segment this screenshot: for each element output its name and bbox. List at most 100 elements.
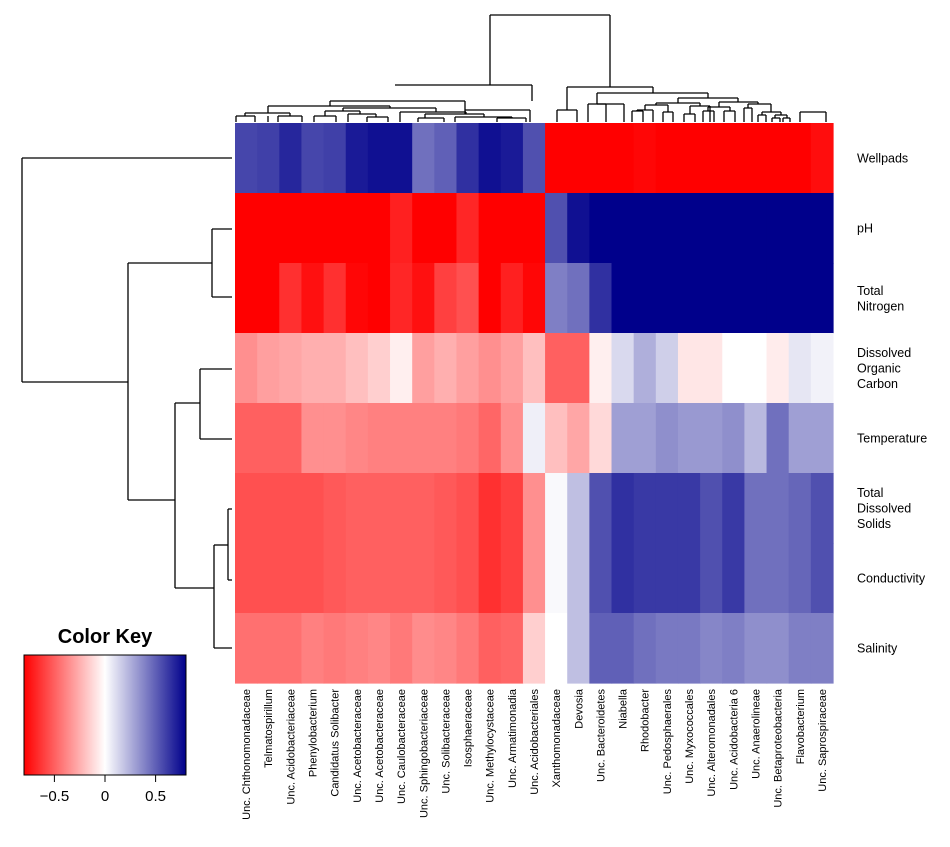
row-label: Solids bbox=[857, 517, 891, 531]
heatmap-cell bbox=[700, 473, 723, 544]
heatmap-cell bbox=[323, 193, 347, 264]
heatmap-cell bbox=[257, 193, 280, 264]
heatmap-cell bbox=[279, 403, 303, 474]
heatmap-cell bbox=[633, 123, 657, 194]
heatmap-cell bbox=[677, 333, 701, 404]
heatmap-cell bbox=[257, 333, 280, 404]
heatmap-cell bbox=[390, 123, 413, 194]
heatmap-cell bbox=[235, 263, 258, 334]
heatmap-cell bbox=[257, 613, 280, 684]
column-label: Flavobacterium bbox=[795, 689, 807, 764]
heatmap-cell bbox=[500, 473, 524, 544]
column-label: Niabella bbox=[618, 688, 630, 729]
column-label: Unc. Acetobacteraceae bbox=[374, 689, 386, 803]
heatmap-cell bbox=[323, 613, 347, 684]
heatmap-cell bbox=[235, 543, 258, 614]
heatmap-cell bbox=[478, 473, 502, 544]
heatmap-cell bbox=[279, 613, 303, 684]
heatmap-cell bbox=[390, 613, 413, 684]
heatmap-cell bbox=[500, 613, 524, 684]
heatmap-cell bbox=[522, 123, 546, 194]
column-label: Unc. Anaerolineae bbox=[751, 689, 763, 779]
column-label: Unc. Pedosphaerales bbox=[662, 689, 674, 795]
heatmap-cell bbox=[456, 263, 480, 334]
heatmap-cell bbox=[456, 403, 480, 474]
heatmap-cell bbox=[589, 613, 613, 684]
heatmap-cell bbox=[567, 263, 590, 334]
heatmap-cell bbox=[567, 193, 590, 264]
heatmap-cell bbox=[633, 403, 657, 474]
heatmap-cell bbox=[235, 613, 258, 684]
heatmap-cell bbox=[412, 543, 435, 614]
heatmap-cell bbox=[567, 613, 590, 684]
heatmap-cell bbox=[456, 473, 480, 544]
column-label: Rhodobacter bbox=[640, 689, 652, 752]
heatmap-cell bbox=[345, 193, 369, 264]
heatmap-cell bbox=[722, 543, 746, 614]
row-label: Organic bbox=[857, 362, 901, 376]
heatmap-cell bbox=[788, 263, 812, 334]
heatmap-cell bbox=[744, 473, 768, 544]
heatmap-cell bbox=[500, 333, 524, 404]
row-label: Wellpads bbox=[857, 152, 908, 166]
column-label: Unc. Bacteroidetes bbox=[595, 689, 607, 782]
heatmap-cell bbox=[545, 193, 568, 264]
heatmap-cell bbox=[766, 263, 790, 334]
heatmap-cell bbox=[478, 123, 502, 194]
heatmap-cell bbox=[257, 543, 280, 614]
heatmap-cell bbox=[700, 123, 723, 194]
heatmap-cell bbox=[434, 193, 458, 264]
heatmap-cell bbox=[655, 263, 679, 334]
heatmap-cell bbox=[412, 473, 435, 544]
heatmap-cell bbox=[744, 403, 768, 474]
heatmap-cell bbox=[301, 123, 325, 194]
heatmap-cell bbox=[478, 543, 502, 614]
heatmap-cell bbox=[589, 403, 613, 474]
column-label: Candidatus Solibacter bbox=[330, 689, 342, 797]
heatmap-cell bbox=[633, 543, 657, 614]
heatmap-cell bbox=[478, 403, 502, 474]
heatmap-cell bbox=[478, 193, 502, 264]
column-label: Unc. Acidobacteriales bbox=[529, 689, 541, 795]
heatmap-cell bbox=[766, 333, 790, 404]
heatmap-cell bbox=[611, 403, 635, 474]
heatmap-cell bbox=[655, 193, 679, 264]
color-key-legend: Color Key −0.5 0 0.5 bbox=[23, 626, 187, 805]
heatmap-cell bbox=[412, 403, 435, 474]
heatmap-cell bbox=[235, 193, 258, 264]
heatmap-cell bbox=[700, 193, 723, 264]
heatmap-cell bbox=[522, 543, 546, 614]
heatmap-cell bbox=[810, 543, 834, 614]
heatmap-cell bbox=[390, 263, 413, 334]
heatmap-cell bbox=[390, 473, 413, 544]
heatmap-cell bbox=[589, 543, 613, 614]
heatmap-cell bbox=[522, 263, 546, 334]
heatmap-cell bbox=[522, 333, 546, 404]
heatmap-cell bbox=[500, 123, 524, 194]
heatmap-cell bbox=[655, 473, 679, 544]
heatmap-cell bbox=[522, 613, 546, 684]
heatmap-cell bbox=[323, 123, 347, 194]
heatmap-cell bbox=[677, 473, 701, 544]
heatmap-cell bbox=[301, 403, 325, 474]
heatmap-cell bbox=[633, 473, 657, 544]
heatmap-cell bbox=[279, 543, 303, 614]
heatmap-cell bbox=[345, 613, 369, 684]
heatmap-cell bbox=[611, 543, 635, 614]
heatmap-cell bbox=[677, 263, 701, 334]
row-label: Temperature bbox=[857, 432, 927, 446]
row-label: Dissolved bbox=[857, 346, 911, 360]
heatmap-cell bbox=[235, 473, 258, 544]
heatmap-cell bbox=[434, 473, 458, 544]
heatmap-cell bbox=[700, 613, 723, 684]
heatmap-cell bbox=[257, 473, 280, 544]
heatmap-cell bbox=[766, 403, 790, 474]
heatmap-cell bbox=[522, 193, 546, 264]
heatmap-cell bbox=[390, 543, 413, 614]
heatmap-cell bbox=[766, 473, 790, 544]
heatmap-cell bbox=[766, 123, 790, 194]
heatmap-cell bbox=[279, 263, 303, 334]
heatmap-cell bbox=[257, 403, 280, 474]
heatmap-cell bbox=[611, 123, 635, 194]
